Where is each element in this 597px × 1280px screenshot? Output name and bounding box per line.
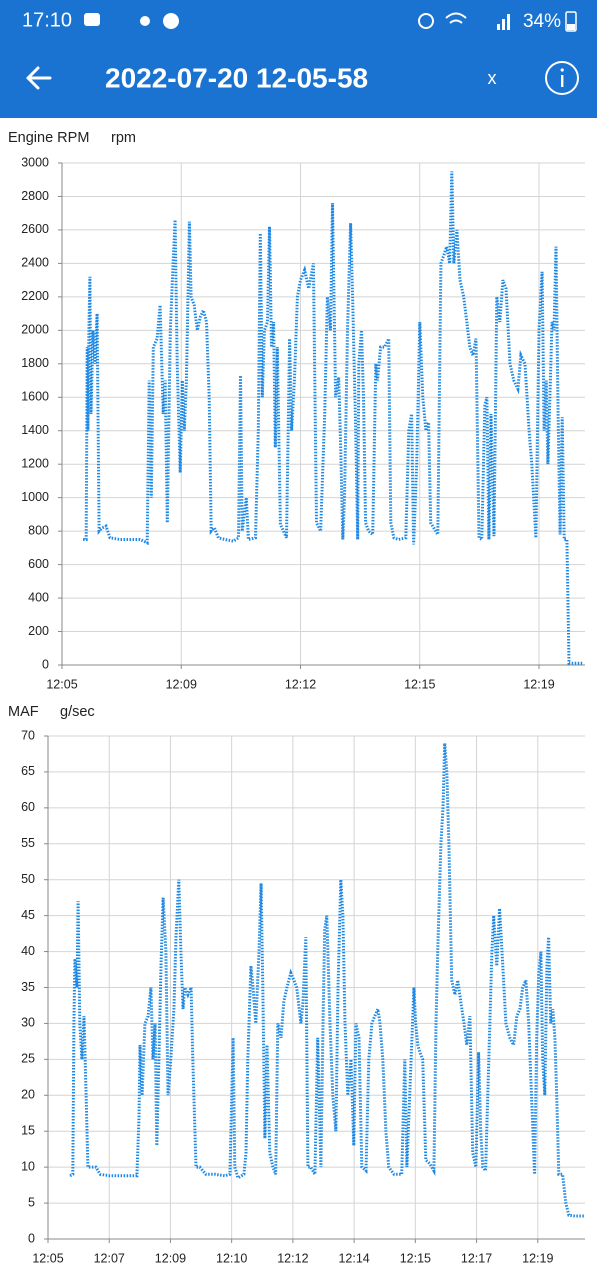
info-dot xyxy=(560,68,564,72)
info-circle xyxy=(545,61,579,95)
y-tick-label: 2000 xyxy=(21,323,49,337)
y-tick-label: 600 xyxy=(28,557,49,571)
x-tick-label: 12:12 xyxy=(285,677,316,691)
battery-icon xyxy=(565,11,577,32)
y-tick-label: 1400 xyxy=(21,423,49,437)
x-tick-label: 12:19 xyxy=(523,677,554,691)
y-tick-label: 1600 xyxy=(21,390,49,404)
signal-bar xyxy=(507,14,510,30)
y-tick-label: 15 xyxy=(21,1124,35,1138)
chart-title: MAF xyxy=(8,704,39,720)
wifi-icon xyxy=(445,12,467,24)
close-button[interactable]: x xyxy=(488,68,497,88)
info-stem xyxy=(561,75,564,87)
y-tick-label: 70 xyxy=(21,728,35,742)
x-tick-label: 12:09 xyxy=(155,1251,186,1265)
y-tick-label: 400 xyxy=(28,590,49,604)
y-tick-label: 1800 xyxy=(21,356,49,370)
y-tick-label: 0 xyxy=(42,657,49,671)
chart-title: Engine RPM xyxy=(8,130,89,146)
y-tick-label: 1200 xyxy=(21,456,49,470)
y-tick-label: 2600 xyxy=(21,222,49,236)
y-tick-label: 65 xyxy=(21,764,35,778)
y-tick-label: 25 xyxy=(21,1052,35,1066)
y-tick-label: 2400 xyxy=(21,256,49,270)
x-tick-label: 12:07 xyxy=(94,1251,125,1265)
y-tick-label: 800 xyxy=(28,523,49,537)
y-tick-label: 45 xyxy=(21,908,35,922)
app-title: 2022-07-20 12-05-58 xyxy=(105,62,368,93)
y-tick-label: 60 xyxy=(21,800,35,814)
signal-bar xyxy=(502,19,505,30)
x-tick-label: 12:19 xyxy=(522,1251,553,1265)
sun-icon xyxy=(140,16,150,26)
signal-bar xyxy=(497,24,500,30)
y-tick-label: 2200 xyxy=(21,289,49,303)
alarm-icon xyxy=(418,13,434,29)
y-tick-label: 3000 xyxy=(21,155,49,169)
y-tick-label: 200 xyxy=(28,624,49,638)
y-tick-label: 0 xyxy=(28,1231,35,1245)
y-tick-label: 20 xyxy=(21,1088,35,1102)
data-line xyxy=(83,171,584,665)
y-tick-label: 10 xyxy=(21,1159,35,1173)
y-tick-label: 30 xyxy=(21,1016,35,1030)
x-tick-label: 12:15 xyxy=(404,677,435,691)
x-tick-label: 12:14 xyxy=(338,1251,369,1265)
data-line xyxy=(69,743,585,1218)
y-tick-label: 40 xyxy=(21,944,35,958)
y-tick-label: 50 xyxy=(21,872,35,886)
y-tick-label: 55 xyxy=(21,836,35,850)
status-icons xyxy=(84,11,577,32)
y-unit: rpm xyxy=(111,130,136,146)
x-tick-label: 12:05 xyxy=(32,1251,63,1265)
back-button[interactable] xyxy=(26,66,52,90)
battery-percent: 34% xyxy=(523,11,561,32)
x-tick-label: 12:12 xyxy=(277,1251,308,1265)
msg-icon xyxy=(84,13,100,26)
info-button[interactable] xyxy=(545,61,579,95)
x-tick-label: 12:10 xyxy=(216,1251,247,1265)
x-tick-label: 12:15 xyxy=(400,1251,431,1265)
x-tick-label: 12:09 xyxy=(166,677,197,691)
battery-level xyxy=(567,24,575,30)
x-tick-label: 12:05 xyxy=(46,677,77,691)
y-tick-label: 5 xyxy=(28,1195,35,1209)
y-tick-label: 2800 xyxy=(21,189,49,203)
y-unit: g/sec xyxy=(60,704,95,720)
y-tick-label: 35 xyxy=(21,980,35,994)
y-tick-label: 1000 xyxy=(21,490,49,504)
x-tick-label: 12:17 xyxy=(461,1251,492,1265)
status-time: 17:10 xyxy=(22,9,72,31)
app-icon xyxy=(163,13,179,29)
